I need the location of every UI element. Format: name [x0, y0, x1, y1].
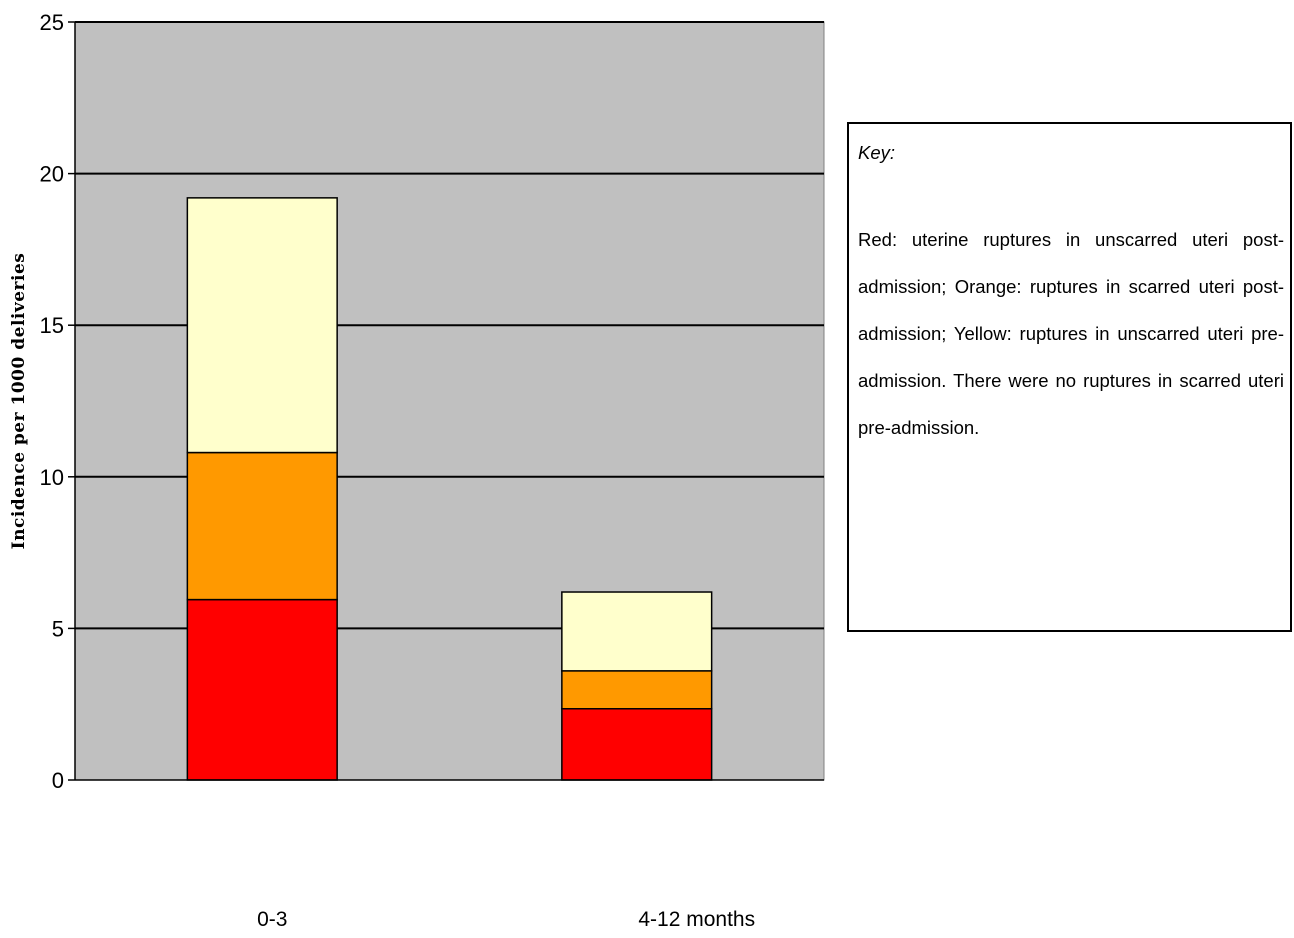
x-category-label: 4-12 months — [638, 908, 755, 931]
y-axis — [68, 21, 824, 781]
key-box: Key: Red: uterine ruptures in unscarred … — [847, 122, 1292, 632]
x-category-label: 0-3 — [257, 908, 287, 931]
y-tick-labels: 0 5 10 15 20 25 — [40, 10, 64, 793]
y-tick-label: 20 — [40, 162, 64, 187]
bar-segment — [186, 451, 338, 601]
bar-segment — [561, 670, 713, 710]
key-title: Key: — [858, 142, 896, 163]
y-tick-label: 25 — [40, 10, 64, 35]
y-tick-label: 0 — [52, 768, 64, 793]
key-text: Red: uterine ruptures in unscarred uteri… — [858, 229, 1284, 438]
y-axis-label: Incidence per 1000 deliveries — [9, 253, 29, 550]
bar-segment — [561, 591, 713, 672]
bars — [186, 197, 713, 781]
bar-segment — [561, 707, 713, 781]
bar-segment — [186, 598, 338, 781]
y-tick-label: 10 — [40, 465, 64, 490]
x-category-labels: 0-3 4-12 months — [257, 908, 755, 931]
y-tick-label: 5 — [52, 616, 64, 641]
bar-segment — [186, 197, 338, 454]
y-tick-label: 15 — [40, 313, 64, 338]
